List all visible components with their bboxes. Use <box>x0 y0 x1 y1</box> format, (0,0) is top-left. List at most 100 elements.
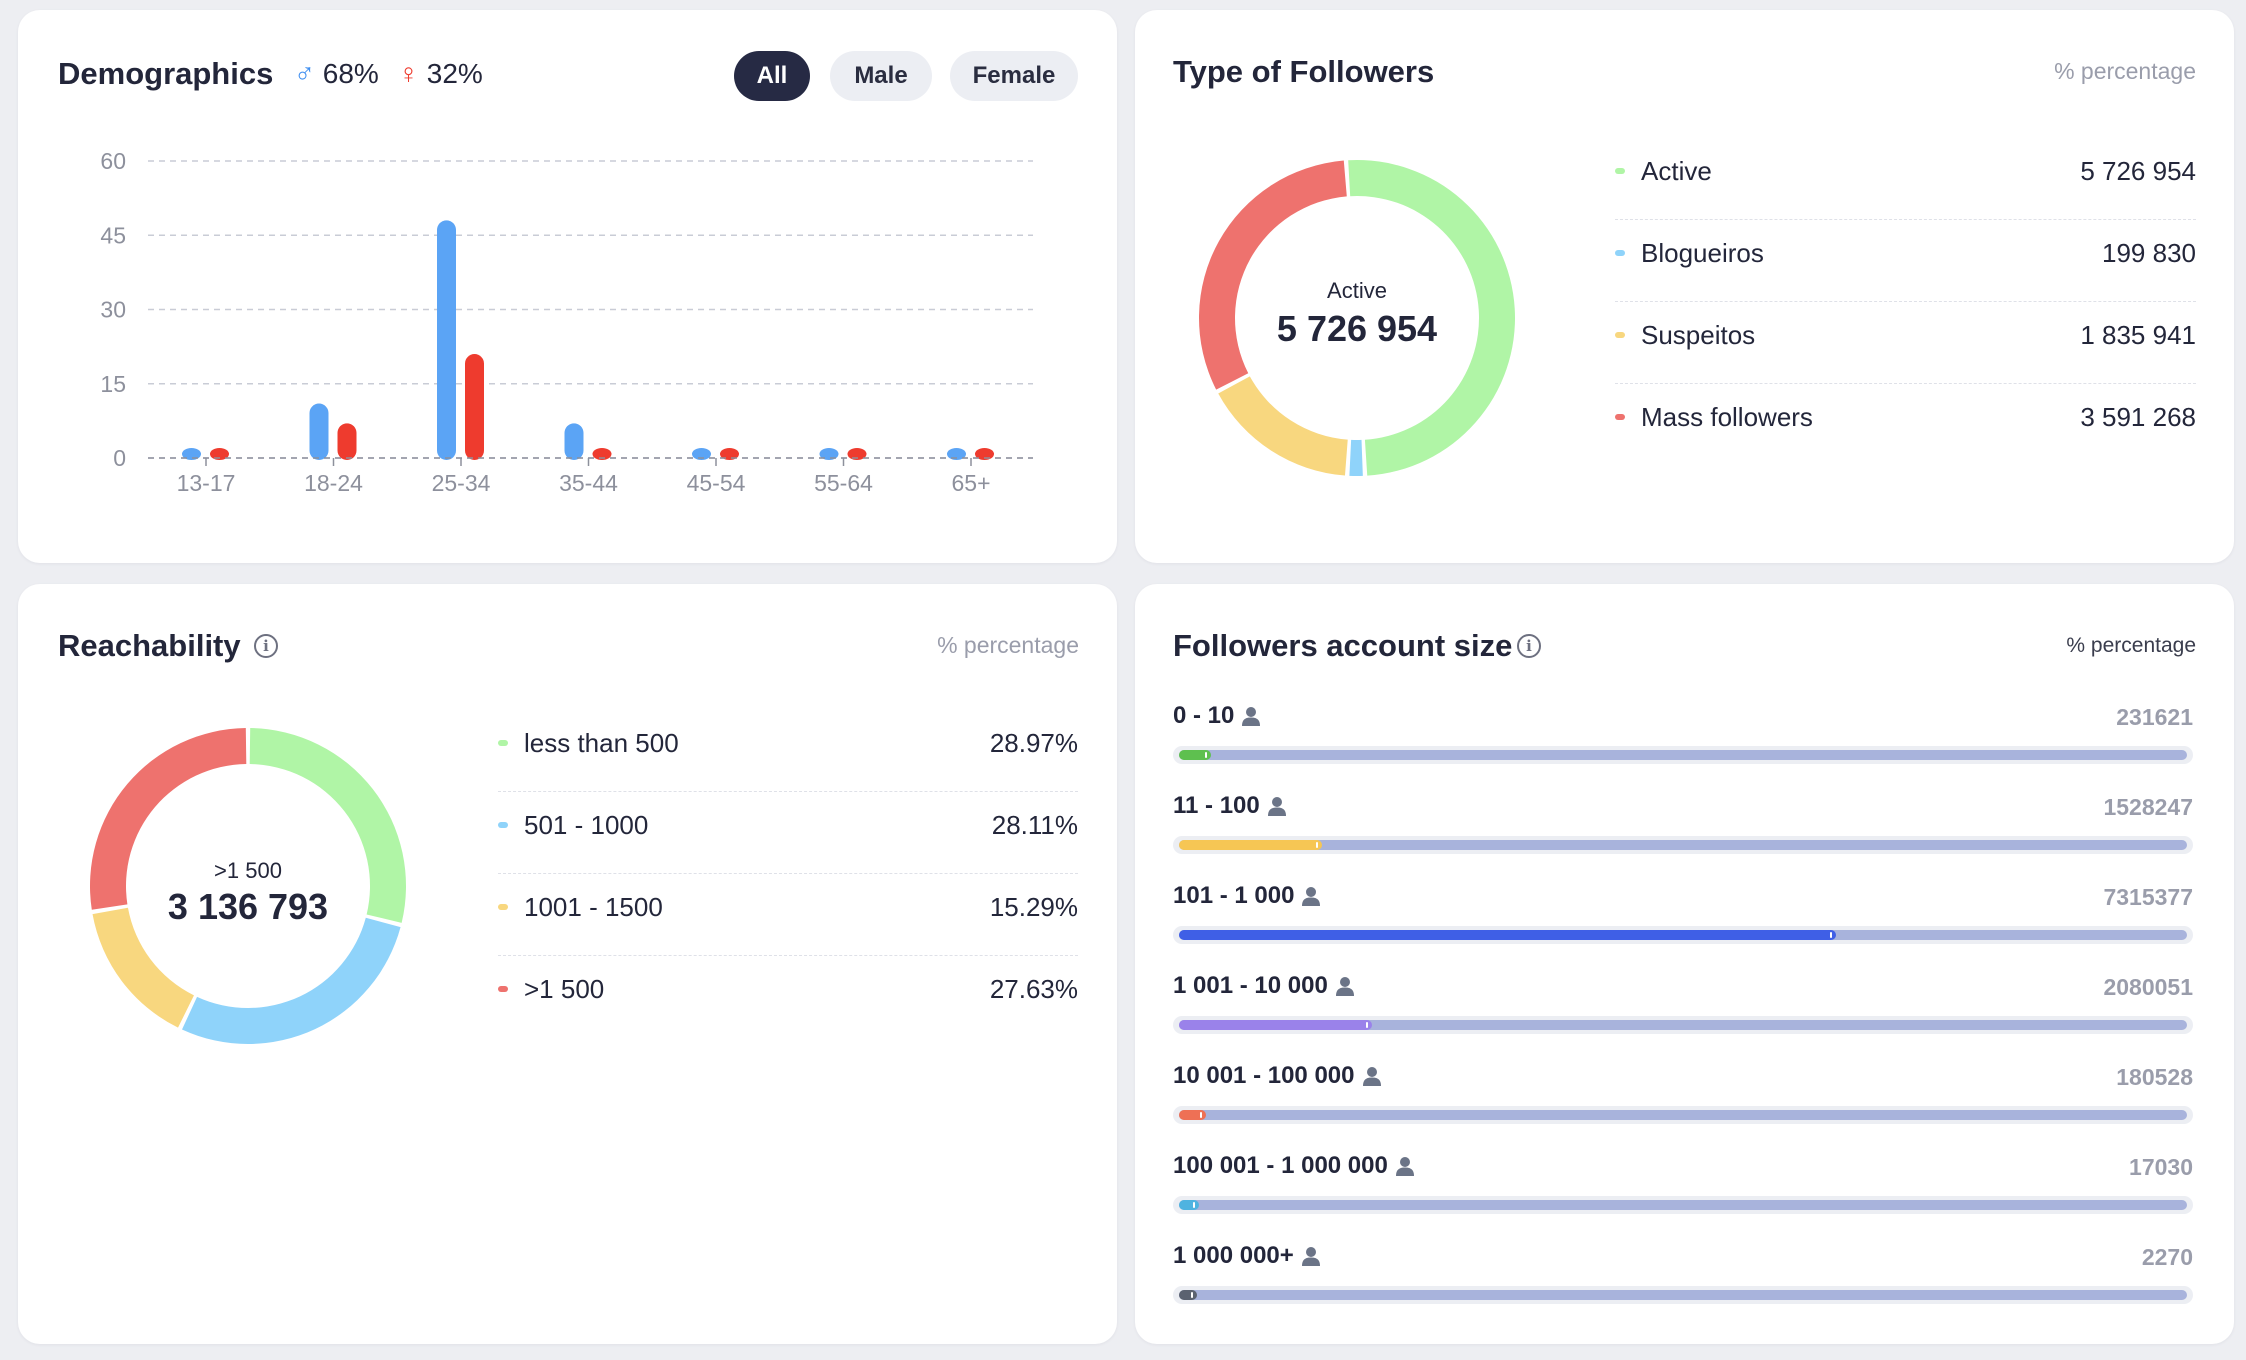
donut-slice[interactable] <box>1348 159 1516 476</box>
legend-value: 1 835 941 <box>2080 320 2196 350</box>
bar[interactable] <box>465 354 484 460</box>
bar[interactable] <box>437 220 456 460</box>
donut-slice[interactable] <box>92 907 194 1028</box>
account-size-info-icon[interactable]: i <box>1517 634 1541 658</box>
account-size-row: 1 000 000+ 2270 <box>1173 1242 2193 1332</box>
legend-value: 5 726 954 <box>2080 156 2196 186</box>
size-count: 1528247 <box>2103 794 2193 820</box>
bar[interactable] <box>692 448 711 460</box>
bar[interactable] <box>975 448 994 460</box>
account-size-row: 10 001 - 100 000 180528 <box>1173 1062 2193 1152</box>
size-range-label: 100 001 - 1 000 000 <box>1173 1152 1388 1179</box>
donut-slice[interactable] <box>182 917 401 1044</box>
bar[interactable] <box>337 423 357 460</box>
percentage-label: % percentage <box>2054 58 2196 84</box>
size-progress-fill <box>1179 1200 1200 1210</box>
y-tick-label: 0 <box>113 445 126 471</box>
legend-row[interactable]: 501 - 1000 28.11% <box>498 792 1078 874</box>
filter-female-button[interactable]: Female <box>950 51 1078 101</box>
filter-male-button[interactable]: Male <box>830 51 932 101</box>
female-share: ♀ 32% <box>398 58 483 90</box>
male-icon: ♂ <box>294 58 315 89</box>
bar[interactable] <box>819 448 839 460</box>
bar[interactable] <box>947 448 966 460</box>
size-range-label: 10 001 - 100 000 <box>1173 1062 1355 1089</box>
reachability-donut-chart <box>90 728 406 1044</box>
size-range: 101 - 1 000 <box>1173 882 1322 910</box>
donut-slice[interactable] <box>1218 376 1348 476</box>
bar[interactable] <box>720 448 739 460</box>
bar[interactable] <box>182 448 201 460</box>
legend-value: 28.97% <box>989 728 1078 758</box>
size-range: 11 - 100 <box>1173 792 1288 820</box>
reachability-card: Reachability i % percentage >1 500 3 136… <box>18 584 1117 1344</box>
size-progress-track <box>1173 926 2193 944</box>
filter-all-button[interactable]: All <box>734 51 810 101</box>
legend-label: 1001 - 1500 <box>524 892 663 922</box>
size-range: 0 - 10 <box>1173 702 1262 730</box>
account-size-row: 11 - 100 1528247 <box>1173 792 2193 882</box>
legend-row[interactable]: Blogueiros 199 830 <box>1615 220 2196 302</box>
legend-value: 15.29% <box>989 892 1078 922</box>
legend-label: Blogueiros <box>1641 238 1764 268</box>
size-count: 17030 <box>2129 1154 2193 1180</box>
size-progress-bar <box>1179 1110 2187 1120</box>
x-tick-label: 13-17 <box>177 470 236 496</box>
legend-value: 199 830 <box>2102 238 2196 268</box>
type-of-followers-card: Type of Followers % percentage Active 5 … <box>1135 10 2234 563</box>
legend-row[interactable]: >1 500 27.63% <box>498 956 1078 1038</box>
legend-dot-icon <box>498 904 508 910</box>
legend-row[interactable]: Active 5 726 954 <box>1615 138 2196 220</box>
account-size-row: 101 - 1 000 7315377 <box>1173 882 2193 972</box>
donut-slice[interactable] <box>249 728 406 923</box>
legend-dot-icon <box>1615 250 1625 256</box>
size-progress-bar <box>1179 840 2187 850</box>
legend-dot-icon <box>1615 332 1625 338</box>
size-progress-bar <box>1179 1200 2187 1210</box>
reachability-percentage-label: % percentage <box>937 632 1079 658</box>
donut-slice[interactable] <box>1199 160 1347 390</box>
legend-row[interactable]: 1001 - 1500 15.29% <box>498 874 1078 956</box>
legend-label: less than 500 <box>524 728 679 758</box>
account-size-row: 1 001 - 10 000 2080051 <box>1173 972 2193 1062</box>
legend-label: Suspeitos <box>1641 320 1756 350</box>
legend-row[interactable]: less than 500 28.97% <box>498 710 1078 792</box>
size-progress-fill <box>1179 1110 1207 1120</box>
size-progress-track <box>1173 836 2193 854</box>
type-donut-center-value: 5 726 954 <box>1276 308 1438 349</box>
legend-row[interactable]: Suspeitos 1 835 941 <box>1615 302 2196 384</box>
size-progress-track <box>1173 746 2193 764</box>
female-icon: ♀ <box>398 58 419 89</box>
donut-slice[interactable] <box>1349 439 1363 476</box>
legend-label: >1 500 <box>524 974 605 1004</box>
size-progress-track <box>1173 1286 2193 1304</box>
age-bar-chart: 60 45 30 15 0 13-17 18-24 25-34 35-44 45-54 55-64 6… <box>100 148 1033 496</box>
bar[interactable] <box>592 448 612 460</box>
bar[interactable] <box>210 448 229 460</box>
person-icon <box>1335 977 1354 996</box>
legend-row[interactable]: Mass followers 3 591 268 <box>1615 384 2196 466</box>
size-range: 10 001 - 100 000 <box>1173 1062 1383 1090</box>
type-donut-center-label: Active <box>1327 278 1387 303</box>
size-progress-fill <box>1179 750 1212 760</box>
account-size-row: 100 001 - 1 000 000 17030 <box>1173 1152 2193 1242</box>
bar[interactable] <box>309 403 329 460</box>
size-count: 2080051 <box>2103 974 2193 1000</box>
reachability-info-icon[interactable]: i <box>254 634 278 658</box>
donut-slice[interactable] <box>90 728 247 910</box>
size-count: 2270 <box>2141 1244 2193 1270</box>
y-tick-label: 45 <box>100 222 126 248</box>
reach-donut-center-value: 3 136 793 <box>167 886 329 927</box>
size-range-label: 11 - 100 <box>1173 792 1260 819</box>
size-count: 180528 <box>2116 1064 2193 1090</box>
bar[interactable] <box>847 448 867 460</box>
x-tick-label: 18-24 <box>304 470 363 496</box>
y-tick-label: 30 <box>100 297 126 323</box>
size-progress-fill <box>1179 1290 1198 1300</box>
bar[interactable] <box>564 423 584 460</box>
size-range-label: 101 - 1 000 <box>1173 882 1295 909</box>
size-range: 1 001 - 10 000 <box>1173 972 1356 1000</box>
size-count: 231621 <box>2116 704 2193 730</box>
legend-label: 501 - 1000 <box>524 810 649 840</box>
size-progress-bar <box>1179 1290 2187 1300</box>
